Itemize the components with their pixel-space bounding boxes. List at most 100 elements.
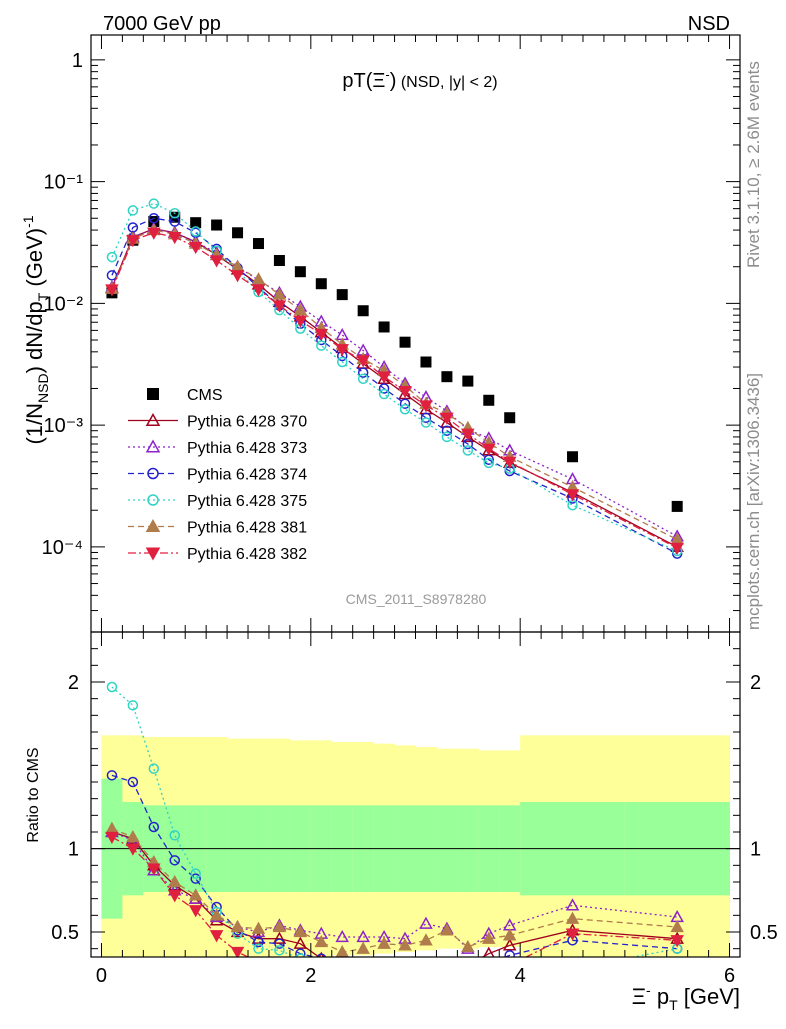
main-series bbox=[105, 198, 684, 559]
y-tick-label: 10⁻³ bbox=[44, 415, 84, 437]
data-marker bbox=[190, 217, 202, 229]
legend-entry: Pythia 6.428 375 bbox=[128, 493, 307, 510]
data-marker bbox=[148, 216, 160, 228]
data-marker bbox=[484, 959, 493, 968]
watermark: CMS_2011_S8978280 bbox=[346, 591, 487, 607]
data-marker bbox=[670, 919, 684, 933]
data-marker bbox=[314, 934, 329, 948]
data-marker bbox=[399, 336, 411, 348]
ratio-line bbox=[111, 831, 678, 950]
ylabel-part: -1 bbox=[20, 215, 36, 228]
data-marker bbox=[401, 959, 410, 968]
ratio-panel: 0 2 4 6 0.5 0.5 1 1 2 2 Ratio to CMS Ξ- pT [GeV] bbox=[25, 631, 778, 1013]
data-marker bbox=[359, 959, 368, 968]
data-marker bbox=[251, 272, 266, 285]
data-marker bbox=[145, 412, 161, 427]
ratio-y-tick-label-right: 2 bbox=[750, 672, 761, 694]
data-marker bbox=[440, 412, 454, 425]
legend-label: Pythia 6.428 381 bbox=[187, 520, 307, 537]
data-marker bbox=[483, 946, 495, 957]
title-part: ) bbox=[390, 70, 397, 92]
data-marker bbox=[420, 961, 431, 971]
ratio-y-tick-label-right: 0.5 bbox=[750, 922, 778, 944]
ratio-line bbox=[111, 686, 678, 957]
data-marker bbox=[337, 960, 348, 970]
data-marker bbox=[504, 961, 515, 971]
data-marker bbox=[419, 916, 433, 929]
data-marker bbox=[105, 284, 119, 297]
data-marker bbox=[337, 961, 348, 971]
data-marker bbox=[251, 956, 266, 957]
legend-entry: CMS bbox=[147, 387, 223, 404]
legend: CMS Pythia 6.428 370 Pythia 6.428 373 Pythi… bbox=[128, 387, 307, 563]
ratio-line bbox=[111, 831, 678, 957]
mcplots-label: mcplots.cern.ch [arXiv:1306.3436] bbox=[744, 372, 763, 630]
data-marker bbox=[167, 890, 182, 903]
data-marker bbox=[295, 948, 306, 957]
data-marker bbox=[462, 375, 474, 387]
data-marker bbox=[356, 929, 370, 943]
y-tick-label: 1 bbox=[72, 50, 83, 72]
data-marker bbox=[316, 961, 327, 971]
data-marker bbox=[463, 964, 472, 973]
ylabel-part: T bbox=[35, 292, 51, 301]
data-marker bbox=[565, 911, 580, 924]
legend-label: CMS bbox=[187, 387, 223, 404]
data-marker bbox=[293, 315, 308, 328]
series-line bbox=[111, 232, 678, 549]
data-marker bbox=[274, 945, 285, 956]
rivet-label: Rivet 3.1.10, ≥ 2.6M events bbox=[744, 61, 763, 268]
data-marker bbox=[293, 303, 308, 316]
y-tick-label: 10⁻² bbox=[44, 293, 84, 315]
data-marker bbox=[232, 227, 244, 239]
energy-label: 7000 GeV pp bbox=[103, 13, 221, 35]
data-marker bbox=[567, 499, 578, 511]
data-marker bbox=[502, 456, 517, 469]
data-marker bbox=[504, 412, 516, 424]
data-marker bbox=[251, 921, 266, 934]
legend-entry: Pythia 6.428 373 bbox=[128, 439, 307, 457]
data-marker bbox=[670, 542, 684, 556]
data-marker bbox=[272, 919, 287, 933]
data-marker bbox=[398, 386, 412, 399]
ratio-pythia-6-428-381 bbox=[105, 821, 684, 957]
main-y-ticks bbox=[91, 59, 740, 633]
data-marker bbox=[462, 961, 473, 971]
data-marker bbox=[358, 961, 369, 971]
data-marker bbox=[378, 321, 390, 333]
data-marker bbox=[106, 770, 118, 781]
data-marker bbox=[378, 383, 390, 394]
data-marker bbox=[419, 933, 433, 946]
data-marker bbox=[295, 953, 306, 957]
data-marker bbox=[230, 919, 245, 933]
data-marker bbox=[565, 489, 580, 502]
y-axis-label: (1/NNSD) dN/dpT (GeV)-1 bbox=[20, 215, 51, 444]
data-marker bbox=[126, 829, 140, 843]
data-marker bbox=[504, 950, 515, 957]
data-marker bbox=[145, 547, 161, 561]
series-pythia-6-428-375 bbox=[106, 198, 683, 557]
data-marker bbox=[461, 939, 475, 953]
data-marker bbox=[167, 231, 182, 245]
data-marker bbox=[357, 367, 369, 378]
x-tick-label: 0 bbox=[96, 965, 107, 987]
ylabel-part: NSD bbox=[35, 373, 51, 403]
data-marker bbox=[420, 412, 432, 423]
data-marker bbox=[253, 943, 264, 954]
data-marker bbox=[147, 227, 161, 240]
xlabel-part: T bbox=[669, 997, 678, 1013]
data-marker bbox=[169, 207, 180, 219]
data-marker bbox=[420, 417, 432, 428]
data-marker bbox=[167, 874, 182, 888]
data-marker bbox=[106, 270, 118, 281]
y-tick-label: 10⁻¹ bbox=[44, 172, 84, 194]
data-marker bbox=[671, 500, 683, 512]
data-marker bbox=[253, 936, 264, 948]
ratio-y-tick-label: 1 bbox=[68, 839, 79, 861]
ratio-line bbox=[111, 774, 678, 957]
data-marker bbox=[106, 681, 118, 693]
data-marker bbox=[484, 964, 493, 973]
data-marker bbox=[335, 929, 350, 943]
data-marker bbox=[190, 873, 201, 884]
